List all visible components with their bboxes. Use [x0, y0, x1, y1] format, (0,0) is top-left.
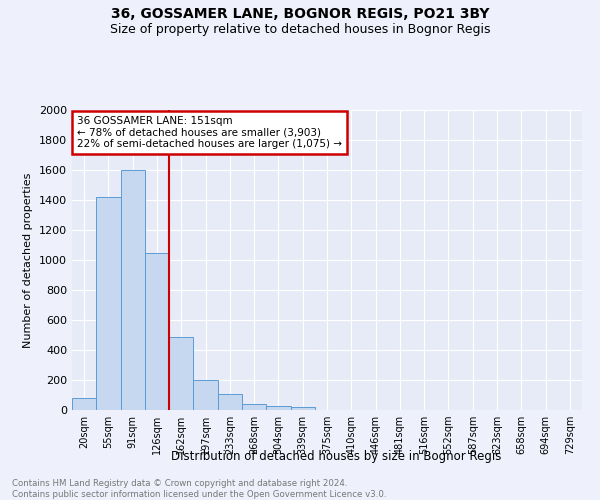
- Bar: [218, 394, 242, 410]
- Bar: [266, 406, 290, 410]
- Text: Contains public sector information licensed under the Open Government Licence v3: Contains public sector information licen…: [12, 490, 386, 499]
- Text: Contains HM Land Registry data © Crown copyright and database right 2024.: Contains HM Land Registry data © Crown c…: [12, 479, 347, 488]
- Bar: [242, 404, 266, 410]
- Bar: [72, 398, 96, 410]
- Text: Size of property relative to detached houses in Bognor Regis: Size of property relative to detached ho…: [110, 22, 490, 36]
- Bar: [145, 252, 169, 410]
- Bar: [290, 407, 315, 410]
- Text: 36, GOSSAMER LANE, BOGNOR REGIS, PO21 3BY: 36, GOSSAMER LANE, BOGNOR REGIS, PO21 3B…: [111, 8, 489, 22]
- Bar: [121, 170, 145, 410]
- Bar: [193, 380, 218, 410]
- Y-axis label: Number of detached properties: Number of detached properties: [23, 172, 34, 348]
- Text: 36 GOSSAMER LANE: 151sqm
← 78% of detached houses are smaller (3,903)
22% of sem: 36 GOSSAMER LANE: 151sqm ← 78% of detach…: [77, 116, 342, 149]
- Bar: [169, 336, 193, 410]
- Text: Distribution of detached houses by size in Bognor Regis: Distribution of detached houses by size …: [171, 450, 501, 463]
- Bar: [96, 197, 121, 410]
